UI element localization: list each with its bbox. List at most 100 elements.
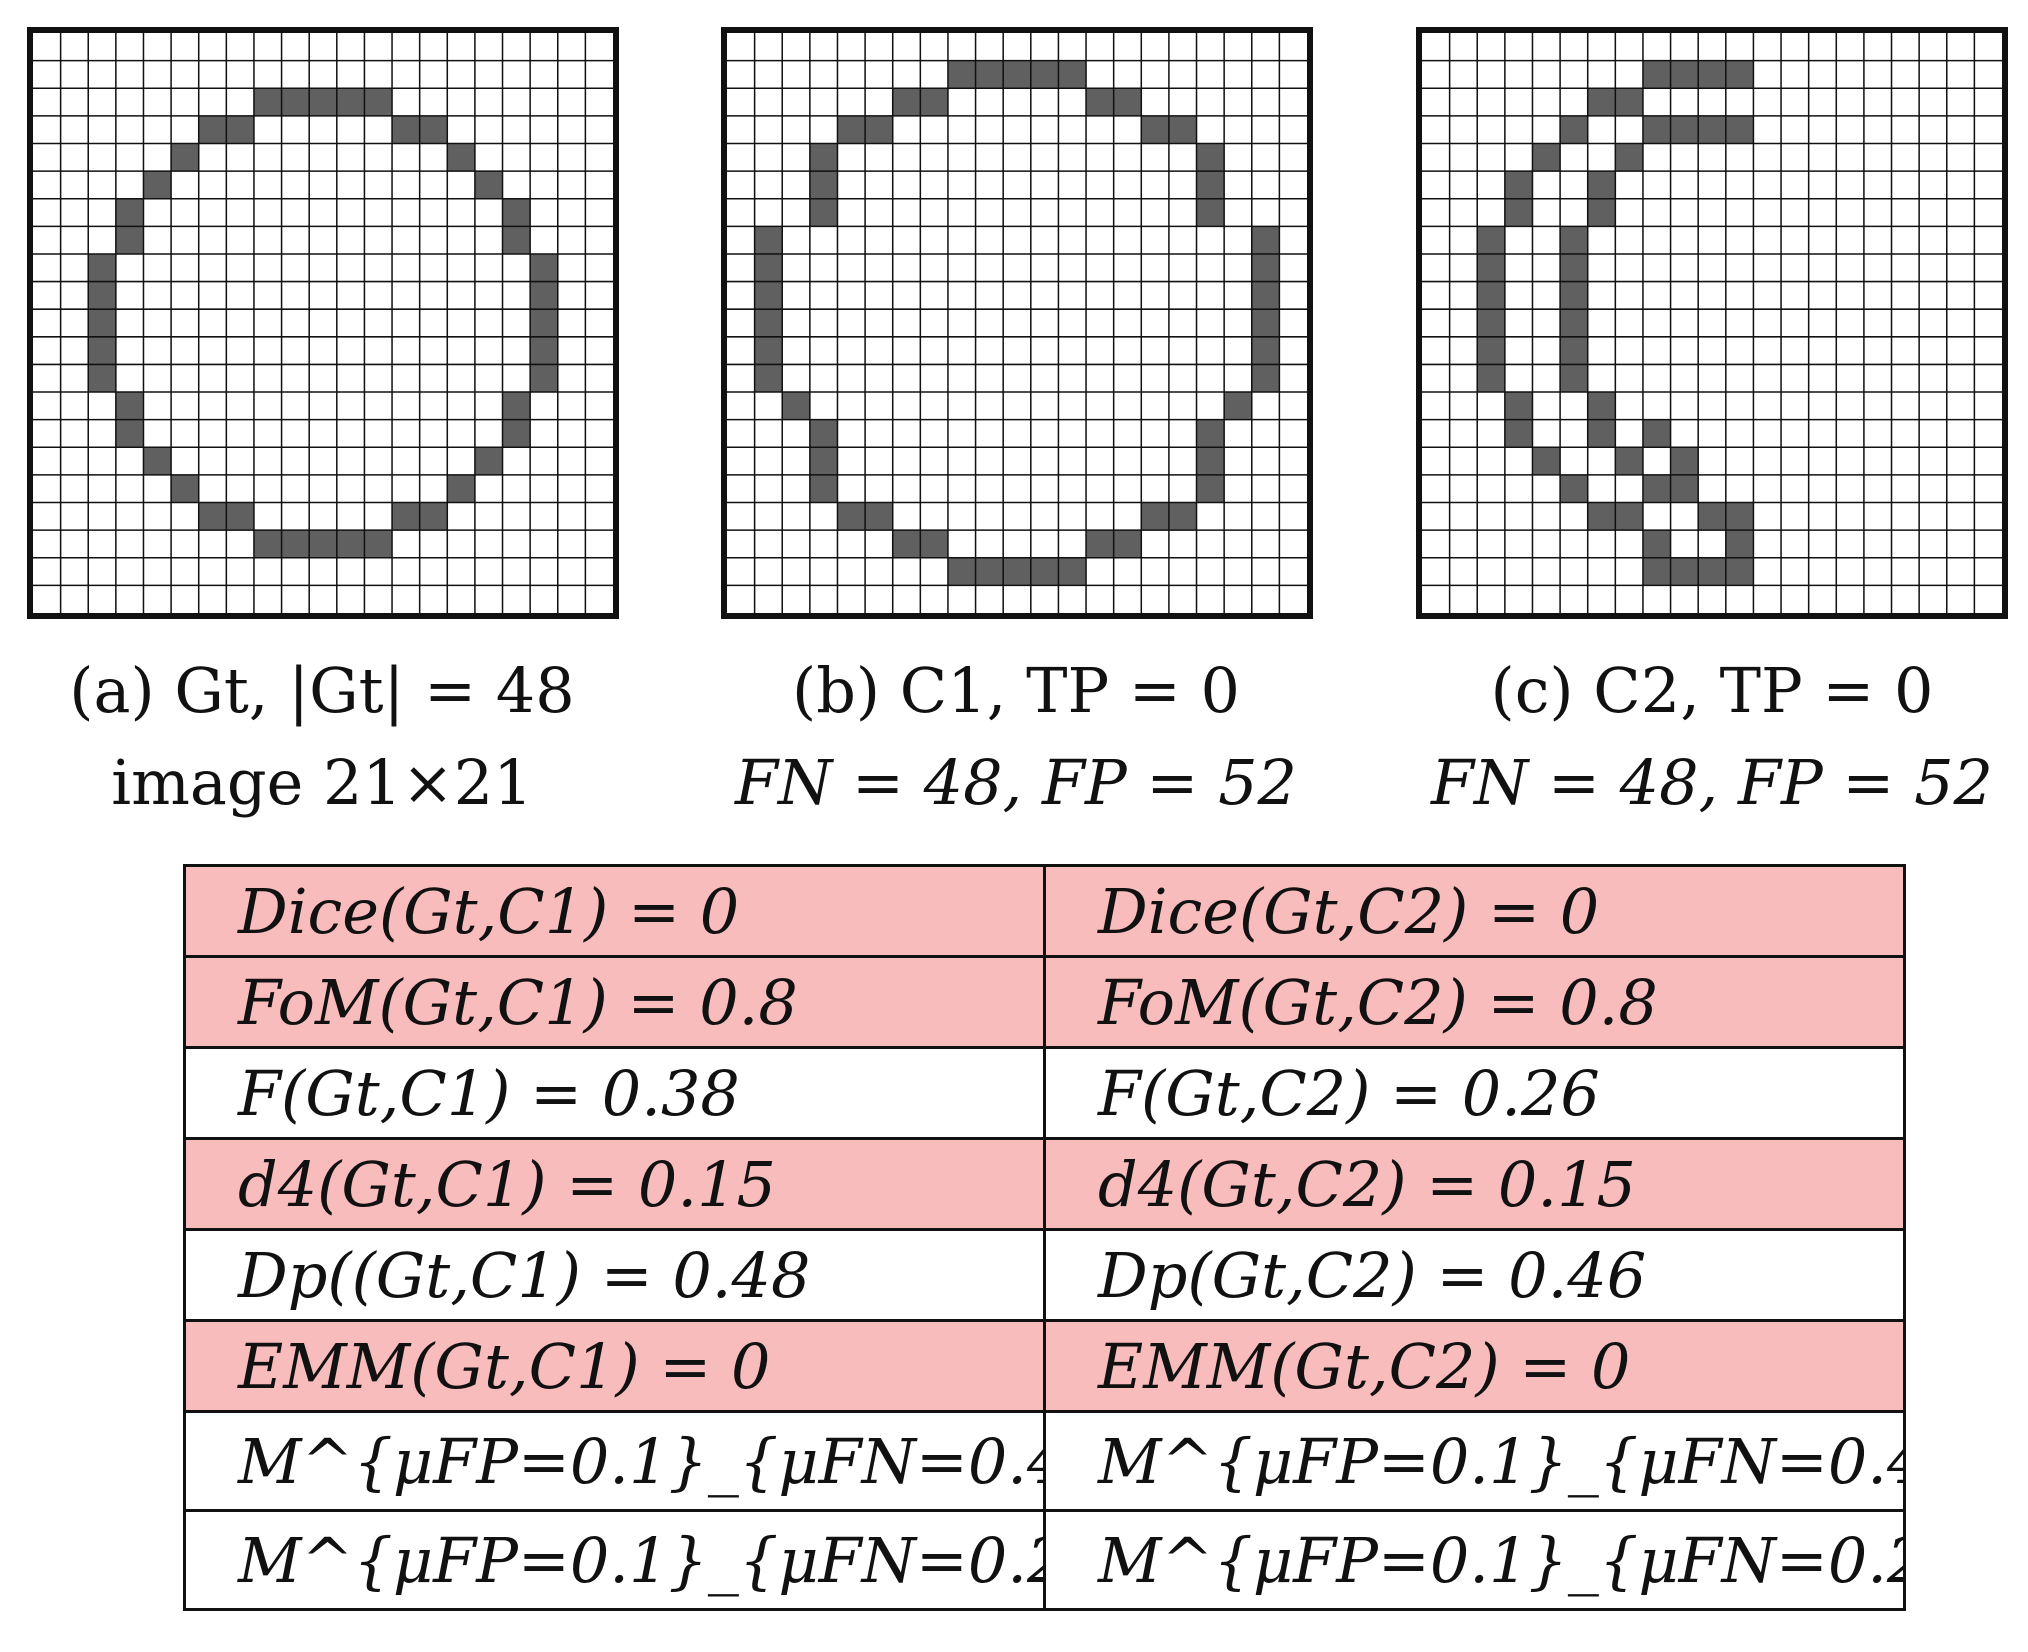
filled-cell	[1587, 502, 1616, 531]
filled-cell	[1532, 447, 1561, 475]
filled-cell	[809, 143, 838, 172]
filled-cell	[865, 502, 893, 531]
filled-cell	[1196, 143, 1225, 172]
filled-cell	[1725, 557, 1754, 586]
filled-cell	[1560, 474, 1588, 503]
metric-d4-c2: d4(Gt,C2) = 0.15	[1043, 1137, 1906, 1231]
filled-cell	[115, 392, 144, 420]
filled-cell	[253, 88, 282, 116]
filled-cell	[502, 226, 531, 254]
filled-cell	[1642, 530, 1671, 558]
filled-cell	[1086, 530, 1114, 558]
metric-row-d4: d4(Gt,C1) = 0.15 d4(Gt,C2) = 0.15	[183, 1137, 1906, 1231]
filled-cell	[754, 364, 783, 393]
filled-cell	[975, 60, 1004, 89]
filled-cell	[1251, 364, 1280, 393]
caption-a-line2: image 21×21	[111, 746, 533, 819]
filled-cell	[1642, 60, 1671, 89]
caption-b-line1: (b) C1, TP = 0	[792, 654, 1240, 727]
filled-cell	[1168, 115, 1197, 144]
filled-cell	[947, 60, 976, 89]
filled-cell	[754, 226, 783, 254]
filled-cell	[1003, 557, 1031, 586]
metric-row-dp: Dp((Gt,C1) = 0.48 Dp(Gt,C2) = 0.46	[183, 1228, 1906, 1322]
filled-cell	[474, 171, 503, 199]
filled-cell	[281, 88, 310, 116]
filled-cell	[502, 198, 531, 227]
filled-cell	[530, 309, 558, 337]
filled-cell	[1615, 88, 1643, 116]
filled-cell	[364, 88, 393, 116]
grid-panel-c	[1416, 27, 2008, 619]
filled-cell	[1251, 309, 1280, 337]
filled-cell	[1698, 60, 1726, 89]
filled-cell	[281, 530, 310, 558]
pixel-grid-c	[1422, 33, 2002, 613]
metric-row-m-fn04: M^{μFP=0.1}_{μFN=0.4}(Gt,C1) = 0.81 M^{μ…	[183, 1410, 1906, 1512]
filled-cell	[171, 474, 199, 503]
filled-cell	[419, 502, 448, 531]
filled-cell	[1030, 557, 1059, 586]
filled-cell	[1587, 171, 1616, 199]
filled-cell	[1587, 88, 1616, 116]
filled-cell	[1642, 557, 1671, 586]
filled-cell	[1642, 474, 1671, 503]
filled-cell	[1642, 419, 1671, 448]
filled-cell	[1251, 336, 1280, 365]
filled-cell	[1477, 226, 1505, 254]
filled-cell	[1196, 171, 1225, 199]
grid-panel-b	[721, 27, 1313, 619]
metric-f-c1: F(Gt,C1) = 0.38	[183, 1046, 1046, 1140]
caption-a-line1: (a) Gt, |Gt| = 48	[69, 654, 575, 727]
filled-cell	[530, 253, 558, 282]
filled-cell	[1477, 309, 1505, 337]
filled-cell	[1725, 502, 1754, 531]
filled-cell	[530, 281, 558, 310]
filled-cell	[1477, 364, 1505, 393]
filled-cell	[1224, 392, 1252, 420]
filled-cell	[392, 502, 420, 531]
filled-cell	[1615, 143, 1643, 172]
filled-cell	[1251, 226, 1280, 254]
filled-cell	[143, 171, 172, 199]
filled-cell	[754, 309, 783, 337]
filled-cell	[754, 336, 783, 365]
filled-cell	[1196, 447, 1225, 475]
filled-cell	[336, 88, 365, 116]
filled-cell	[1587, 419, 1616, 448]
metric-f-c2: F(Gt,C2) = 0.26	[1043, 1046, 1906, 1140]
metric-dice-c2: Dice(Gt,C2) = 0	[1043, 864, 1906, 958]
metric-dp-c2: Dp(Gt,C2) = 0.46	[1043, 1228, 1906, 1322]
filled-cell	[1670, 474, 1699, 503]
filled-cell	[309, 88, 337, 116]
filled-cell	[1504, 392, 1533, 420]
metric-emm-c1: EMM(Gt,C1) = 0	[183, 1319, 1046, 1413]
filled-cell	[920, 88, 948, 116]
filled-cell	[88, 253, 116, 282]
metric-row-emm: EMM(Gt,C1) = 0 EMM(Gt,C2) = 0	[183, 1319, 1906, 1413]
filled-cell	[1504, 171, 1533, 199]
filled-cell	[1560, 364, 1588, 393]
filled-cell	[198, 115, 227, 144]
filled-cell	[1196, 198, 1225, 227]
filled-cell	[809, 447, 838, 475]
filled-cell	[809, 171, 838, 199]
filled-cell	[392, 115, 420, 144]
caption-c: (c) C2, TP = 0 FN = 48, FP = 52	[1352, 645, 2028, 829]
filled-cell	[1532, 143, 1561, 172]
filled-cell	[1141, 115, 1169, 144]
filled-cell	[1587, 198, 1616, 227]
filled-cell	[143, 447, 172, 475]
filled-cell	[474, 447, 503, 475]
filled-cell	[88, 364, 116, 393]
filled-cell	[530, 364, 558, 393]
filled-cell	[892, 530, 921, 558]
filled-cell	[1587, 392, 1616, 420]
filled-cell	[947, 557, 976, 586]
metric-row-f: F(Gt,C1) = 0.38 F(Gt,C2) = 0.26	[183, 1046, 1906, 1140]
filled-cell	[253, 530, 282, 558]
filled-cell	[1141, 502, 1169, 531]
filled-cell	[1670, 557, 1699, 586]
filled-cell	[1504, 198, 1533, 227]
filled-cell	[419, 115, 448, 144]
